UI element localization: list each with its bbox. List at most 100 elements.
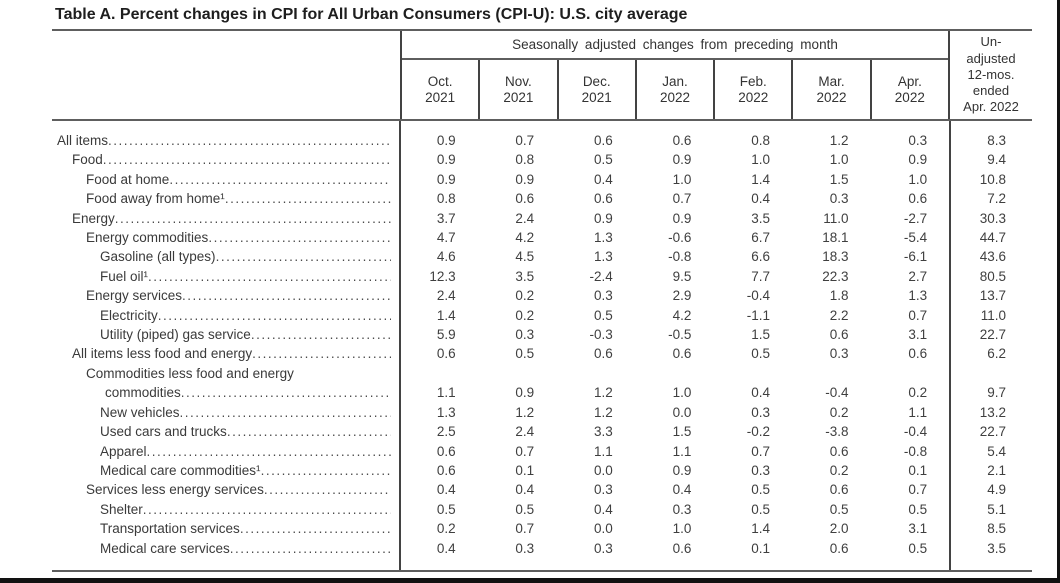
row-label-text: Gasoline (all types) <box>100 249 216 265</box>
value-cell: 2.9 <box>672 288 692 304</box>
value-cell: 0.3 <box>594 540 613 556</box>
row-label-text: Utility (piped) gas service <box>100 327 251 343</box>
value-cell: 4.2 <box>515 230 535 246</box>
month-header-mar: Mar. 2022 <box>791 60 869 119</box>
dot-leader <box>143 500 391 519</box>
value-cell: 0.2 <box>515 307 535 323</box>
dot-leader <box>216 247 391 266</box>
value-cell: -0.4 <box>746 288 770 304</box>
value-cell-12mo: 8.5 <box>987 521 1006 537</box>
value-cell-12mo: 11.0 <box>980 307 1006 323</box>
dot-leader <box>225 189 391 208</box>
unadjusted-header-line: Apr. 2022 <box>963 99 1019 115</box>
unadjusted-header-line: Un- <box>980 34 1002 50</box>
seasonally-adjusted-group: Seasonally adjusted changes from precedi… <box>400 31 950 119</box>
value-cell: 0.3 <box>829 191 849 207</box>
page-right-border <box>1057 0 1060 583</box>
row-label: All items less food and energy <box>52 344 400 363</box>
value-cell: -0.6 <box>668 230 692 246</box>
value-cell: 4.2 <box>672 307 692 323</box>
value-cell: 0.2 <box>908 385 928 401</box>
page-bottom-border <box>0 578 1060 583</box>
value-cell: 2.7 <box>908 268 928 284</box>
value-cell: 0.3 <box>751 404 770 420</box>
value-cell: 0.5 <box>751 482 770 498</box>
value-cell: 0.6 <box>436 443 456 459</box>
month-header-oct: Oct. 2021 <box>402 60 478 119</box>
value-cell: 0.5 <box>829 501 849 517</box>
value-cell: 3.7 <box>436 210 456 226</box>
value-cell: 0.7 <box>515 443 535 459</box>
value-cell: 0.0 <box>672 404 692 420</box>
value-cell: 0.6 <box>829 327 849 343</box>
value-cell: 1.3 <box>594 230 613 246</box>
month-year: 2022 <box>659 89 690 105</box>
value-cell: 0.6 <box>436 346 456 362</box>
value-cell: 0.2 <box>515 288 535 304</box>
value-cell: 12.3 <box>429 268 456 284</box>
value-cell: 9.5 <box>672 268 692 284</box>
value-cell: 2.2 <box>829 307 849 323</box>
unadjusted-header-line: adjusted <box>966 50 1016 66</box>
value-cell-12mo: 22.7 <box>979 424 1006 440</box>
dot-leader <box>115 209 391 228</box>
value-cell: 0.5 <box>515 346 535 362</box>
value-cell: 0.6 <box>594 346 613 362</box>
dot-leader <box>158 306 391 325</box>
row-label: Commodities less food and energy commodit… <box>52 364 400 403</box>
table-row: All items 0.9 0.7 0.6 0.6 0.8 1.2 0.3 8.3 <box>52 131 1032 150</box>
value-cell: 4.5 <box>515 249 535 265</box>
value-cell: 0.6 <box>436 462 456 478</box>
month-header-dec: Dec. 2021 <box>556 60 635 119</box>
value-cell: 6.6 <box>751 249 770 265</box>
dot-leader <box>108 131 391 150</box>
value-cell: 0.5 <box>908 540 928 556</box>
table-row: Fuel oil¹ 12.3 3.5 -2.4 9.5 7.7 22.3 2.7 80.5 <box>52 267 1032 286</box>
value-cell: 0.4 <box>751 191 770 207</box>
month-name: Mar. <box>818 73 845 89</box>
dot-leader <box>252 344 391 363</box>
table-row: Medical care services 0.4 0.3 0.3 0.6 0.1 0.6 0… <box>52 539 1032 558</box>
table-row: Energy services 2.4 0.2 0.3 2.9 -0.4 1.8 1.3 13.… <box>52 286 1032 305</box>
value-cell: 0.3 <box>908 133 928 148</box>
value-cell: 3.3 <box>594 424 613 440</box>
value-cell: 0.6 <box>829 540 849 556</box>
value-cell: 1.0 <box>672 521 692 537</box>
row-label-text: Medical care commodities¹ <box>100 462 261 478</box>
value-cell-12mo: 9.7 <box>987 385 1006 401</box>
value-cell: 0.7 <box>908 307 928 323</box>
row-label-text: Medical care services <box>100 540 230 556</box>
row-label-text: Energy services <box>86 288 183 304</box>
row-label-text: All items less food and energy <box>72 346 253 362</box>
value-cell: 0.6 <box>672 133 692 148</box>
row-label: Food at home <box>52 170 400 189</box>
row-label: Electricity <box>52 306 400 325</box>
value-cell: 0.3 <box>751 462 770 478</box>
row-label-line1: Commodities less food and energy <box>86 365 294 381</box>
value-cell: 1.4 <box>751 171 770 187</box>
month-header-jan: Jan. 2022 <box>634 60 713 119</box>
row-label: Services less energy services <box>52 480 400 499</box>
value-cell: 1.0 <box>751 152 770 168</box>
value-cell: 0.4 <box>594 501 613 517</box>
value-cell: 1.5 <box>751 327 770 343</box>
value-cell: 0.6 <box>908 346 928 362</box>
value-cell: 0.9 <box>436 171 456 187</box>
value-cell: 0.6 <box>672 540 692 556</box>
value-cell: -2.7 <box>903 210 928 226</box>
row-label: Apparel <box>52 442 400 461</box>
dot-leader <box>147 442 391 461</box>
value-cell: 3.5 <box>751 210 770 226</box>
value-cell: 2.0 <box>829 521 849 537</box>
value-cell: 0.9 <box>672 210 692 226</box>
dot-leader <box>180 403 391 422</box>
value-cell-12mo: 44.7 <box>979 230 1006 246</box>
value-cell: 0.2 <box>436 521 456 537</box>
value-cell: 0.1 <box>751 540 770 556</box>
month-header-feb: Feb. 2022 <box>713 60 791 119</box>
value-cell: 1.2 <box>515 404 535 420</box>
value-cell: 3.1 <box>908 327 928 343</box>
table-top-rule <box>52 29 1032 31</box>
value-cell: 1.5 <box>672 424 692 440</box>
value-cell: 0.8 <box>436 191 456 207</box>
